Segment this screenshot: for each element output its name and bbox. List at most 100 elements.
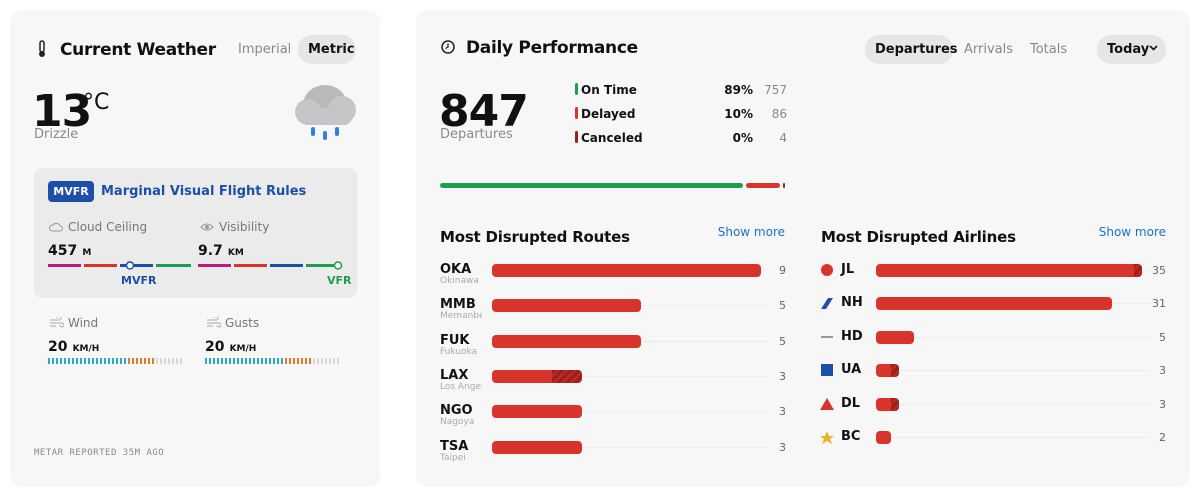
status-percent: 10% <box>724 107 753 121</box>
gauge-tick <box>112 358 114 364</box>
gauge-tick <box>213 358 215 364</box>
row-code: HD <box>841 328 863 344</box>
gauge-tick <box>277 358 279 364</box>
row-track <box>876 370 1150 372</box>
gauge-tick <box>233 358 235 364</box>
gauge-tick <box>64 358 66 364</box>
direction-tab[interactable]: Totals <box>1030 42 1068 57</box>
gauge-tick <box>120 358 122 364</box>
ceiling-marker: MVFR <box>121 274 157 287</box>
row-city: Memanbetsu <box>440 311 482 322</box>
gusts-value: 20 KM/H <box>205 336 256 355</box>
gauge-tick <box>68 358 70 364</box>
wind-label: Wind <box>68 316 99 330</box>
row-count: 9 <box>779 264 786 277</box>
row-city: Fukuoka <box>440 346 478 357</box>
total-departures: 847 <box>439 86 529 137</box>
gusts-unit: KM/H <box>229 344 257 354</box>
row-code: OKA <box>440 262 472 277</box>
gauge-tick <box>124 358 126 364</box>
row-count: 3 <box>779 405 786 419</box>
condition: Drizzle <box>34 127 79 142</box>
row-count: 5 <box>1159 330 1166 344</box>
airlines-title: Most Disrupted Airlines <box>821 228 1016 246</box>
eye-icon <box>200 223 214 231</box>
cloud-icon <box>49 222 63 232</box>
unit-tab[interactable]: Metric <box>308 42 355 57</box>
row-city: Los Angeles <box>440 381 482 392</box>
gauge-tick <box>269 358 271 364</box>
gauge-tick <box>136 358 138 364</box>
visibility-marker: VFR <box>327 274 352 287</box>
status-marker <box>575 131 578 143</box>
bar-delayed <box>492 264 761 277</box>
gauge-tick <box>313 358 315 364</box>
gauge-tick <box>144 358 146 364</box>
gauge-tick <box>209 358 211 364</box>
gauge-tick <box>257 358 259 364</box>
ceiling-value: 457 M <box>48 240 91 259</box>
direction-tab[interactable]: Arrivals <box>964 42 1014 57</box>
wind-value: 20 KM/H <box>48 336 99 355</box>
status-marker <box>575 83 578 95</box>
logo-shape <box>820 397 834 410</box>
logo-shape <box>821 264 833 276</box>
status-percent: 89% <box>724 83 753 97</box>
airlines-show-more[interactable]: Show more <box>1098 225 1166 239</box>
wind-unit: KM/H <box>72 344 100 354</box>
row-code: JL <box>841 262 855 277</box>
row-track <box>492 446 770 448</box>
gauge-tick <box>217 358 219 364</box>
gauge-tick <box>116 358 118 364</box>
gauge-tick <box>160 358 162 364</box>
gauge-tick <box>172 358 174 364</box>
flight-category-label: Marginal Visual Flight Rules <box>101 184 307 199</box>
progress-segment <box>745 183 781 188</box>
bar-delayed <box>876 431 892 444</box>
row-track <box>492 411 770 413</box>
row-code: DL <box>841 395 861 411</box>
visibility-unit: KM <box>227 248 244 258</box>
status-marker <box>575 107 578 119</box>
gauge-tick <box>281 358 283 364</box>
ceiling-number: 457 <box>48 243 78 259</box>
direction-tab[interactable]: Departures <box>875 42 958 57</box>
row-count: 3 <box>1159 397 1166 411</box>
gauge-tick <box>225 358 227 364</box>
row-code: FUK <box>440 332 470 348</box>
gauge-tick <box>72 358 74 364</box>
gauge-tick <box>52 358 54 364</box>
row-track <box>492 375 770 377</box>
drizzle-icon <box>295 85 356 140</box>
gusts-icon <box>207 317 221 328</box>
unit-tab[interactable]: Imperial <box>238 42 292 57</box>
routes-show-more[interactable]: Show more <box>717 225 785 239</box>
bar-delayed <box>492 369 556 383</box>
logo-shape <box>821 364 833 377</box>
temperature: 13 <box>32 86 92 137</box>
total-label: Departures <box>440 127 513 142</box>
row-count: 3 <box>779 440 786 454</box>
gauge-tick <box>168 358 170 364</box>
tab-bg <box>865 35 953 64</box>
status-count: 86 <box>771 107 787 121</box>
gauge-tick <box>241 358 243 364</box>
visibility-value: 9.7 KM <box>198 240 244 259</box>
visibility-number: 9.7 <box>198 243 223 259</box>
row-city: Taipei <box>440 452 466 463</box>
row-count: 3 <box>779 369 786 383</box>
gusts-number: 20 <box>205 339 225 355</box>
gauge-tick <box>229 358 231 364</box>
gauge-tick <box>128 358 130 364</box>
row-count: 3 <box>1159 364 1166 378</box>
row-code: NGO <box>440 403 473 419</box>
unit-tab-bg <box>298 35 356 64</box>
gusts-gauge <box>205 358 339 364</box>
wind-icon <box>50 317 64 328</box>
gauge-tick <box>88 358 90 364</box>
gauge-tick <box>253 358 255 364</box>
bar-delayed <box>492 334 642 348</box>
gauge-tick <box>84 358 86 364</box>
bar-delayed <box>876 264 1139 277</box>
logo-shape <box>821 335 833 338</box>
